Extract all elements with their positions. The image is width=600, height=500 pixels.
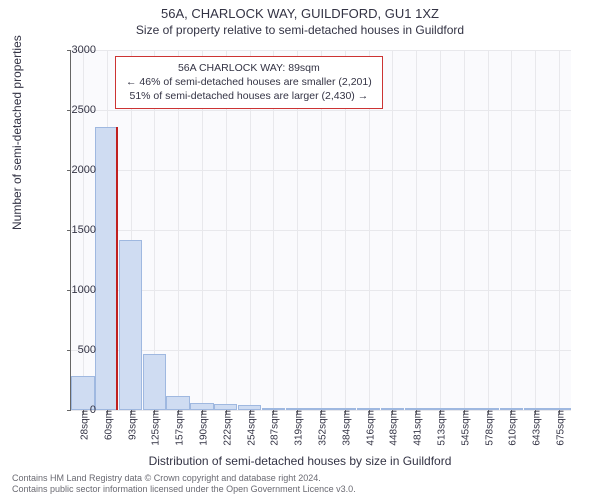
xtick-label: 578sqm [480, 410, 495, 446]
ytick-label: 3000 [46, 44, 96, 56]
histogram-bar [190, 403, 213, 410]
xtick-label: 384sqm [337, 410, 352, 446]
ytick-label: 2000 [46, 164, 96, 176]
gridline-v [464, 50, 465, 410]
page-title: 56A, CHARLOCK WAY, GUILDFORD, GU1 1XZ [0, 0, 600, 21]
ytick-label: 500 [46, 344, 96, 356]
y-axis-label: Number of semi-detached properties [10, 35, 24, 230]
xtick-label: 254sqm [242, 410, 257, 446]
gridline-v [440, 50, 441, 410]
gridline-v [488, 50, 489, 410]
xtick-label: 675sqm [552, 410, 567, 446]
ytick-label: 0 [46, 404, 96, 416]
gridline-v [535, 50, 536, 410]
xtick-label: 513sqm [433, 410, 448, 446]
ytick-label: 1500 [46, 224, 96, 236]
xtick-label: 416sqm [361, 410, 376, 446]
xtick-label: 352sqm [314, 410, 329, 446]
ytick-label: 2500 [46, 104, 96, 116]
footer: Contains HM Land Registry data © Crown c… [12, 473, 356, 496]
gridline-v [392, 50, 393, 410]
annotation-title: 56A CHARLOCK WAY: 89sqm [126, 61, 372, 75]
gridline-v [511, 50, 512, 410]
gridline-v [416, 50, 417, 410]
xtick-label: 319sqm [290, 410, 305, 446]
xtick-label: 545sqm [456, 410, 471, 446]
xtick-label: 222sqm [218, 410, 233, 446]
xtick-label: 60sqm [99, 410, 114, 440]
histogram-bar [143, 354, 166, 410]
annotation-larger: 51% of semi-detached houses are larger (… [126, 89, 372, 103]
histogram-bar [119, 240, 142, 410]
annotation-box: 56A CHARLOCK WAY: 89sqm ← 46% of semi-de… [115, 56, 383, 109]
xtick-label: 481sqm [409, 410, 424, 446]
gridline-v [559, 50, 560, 410]
histogram-bar [166, 396, 189, 410]
ytick-label: 1000 [46, 284, 96, 296]
page-subtitle: Size of property relative to semi-detach… [0, 21, 600, 37]
xtick-label: 610sqm [504, 410, 519, 446]
xtick-label: 643sqm [528, 410, 543, 446]
footer-line2: Contains public sector information licen… [12, 484, 356, 496]
footer-line1: Contains HM Land Registry data © Crown c… [12, 473, 356, 485]
xtick-label: 287sqm [266, 410, 281, 446]
xtick-label: 157sqm [171, 410, 186, 446]
x-axis-label: Distribution of semi-detached houses by … [0, 454, 600, 468]
property-marker-line [116, 127, 118, 410]
chart-container: 56A, CHARLOCK WAY, GUILDFORD, GU1 1XZ Si… [0, 0, 600, 500]
xtick-label: 125sqm [147, 410, 162, 446]
xtick-label: 190sqm [194, 410, 209, 446]
histogram-bar [95, 127, 118, 410]
annotation-smaller: ← 46% of semi-detached houses are smalle… [126, 75, 372, 89]
xtick-label: 93sqm [123, 410, 138, 440]
xtick-label: 448sqm [385, 410, 400, 446]
